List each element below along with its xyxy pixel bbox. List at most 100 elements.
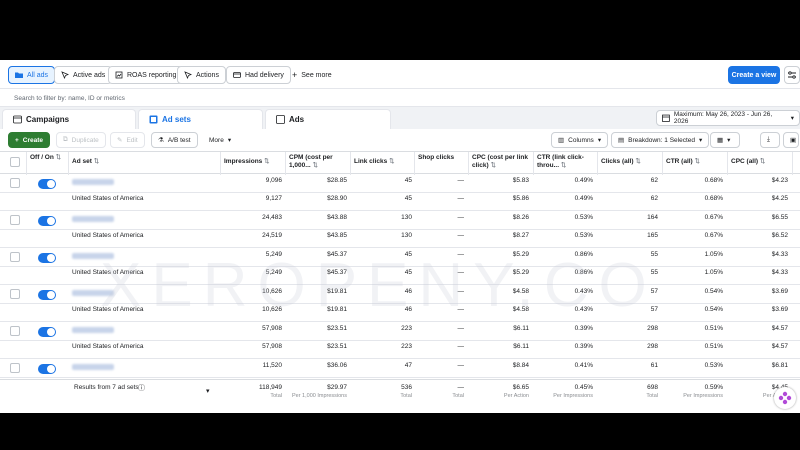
sort-icon: ⇅: [560, 162, 567, 169]
cell-shop-clicks: —: [457, 343, 465, 350]
chevron-down-icon: ▾: [597, 137, 602, 144]
col-ctr-all[interactable]: CTR (all) ⇅: [666, 158, 700, 165]
view-settings-button[interactable]: [784, 66, 800, 84]
col-off-on[interactable]: Off / On ⇅: [30, 154, 62, 161]
adset-toggle[interactable]: [38, 290, 56, 300]
cell-link-clicks: 223: [401, 343, 412, 350]
all-ads-label: All ads: [27, 71, 49, 79]
col-cpm[interactable]: CPM (cost per 1,000... ⇅: [289, 154, 333, 169]
table-row[interactable]: 24,483 $43.88 130 — $8.26 0.53% 164 0.67% $6.55: [0, 211, 800, 230]
row-checkbox[interactable]: [10, 215, 20, 225]
col-clicks-all[interactable]: Clicks (all) ⇅: [601, 158, 641, 165]
ab-test-button[interactable]: ⚗ A/B test: [151, 132, 198, 148]
breakdown-button[interactable]: ▤ Breakdown: 1 Selected ▾: [611, 132, 710, 148]
col-ad-set[interactable]: Ad set ⇅: [72, 158, 100, 165]
row-checkbox[interactable]: [10, 363, 20, 373]
duplicate-button[interactable]: ⧉ Duplicate: [56, 132, 106, 148]
ads-manager: All ads Active ads ROAS reporting Action…: [0, 60, 800, 413]
table-header: Off / On ⇅ Ad set ⇅ Impressions ⇅ CPM (c…: [0, 151, 800, 175]
cell-shop-clicks: —: [457, 269, 465, 276]
active-ads-button[interactable]: Active ads: [54, 66, 113, 84]
col-cpc-all[interactable]: CPC (all) ⇅: [731, 158, 766, 165]
breakdown-row[interactable]: United States of America 9,127 $28.90 45 — $5…: [0, 193, 800, 211]
ab-test-label: A/B test: [167, 136, 191, 144]
col-shop-clicks[interactable]: Shop clicks: [418, 154, 455, 161]
reports-icon: ▦: [717, 137, 724, 144]
cell-impressions: 57,908: [262, 325, 282, 332]
cell-clicks-all: 61: [650, 362, 658, 369]
tab-campaigns[interactable]: Campaigns: [2, 109, 136, 129]
date-range-picker[interactable]: Maximum: May 26, 2023 - Jun 26, 2026 ▾: [656, 110, 800, 126]
tab-ads[interactable]: Ads: [265, 109, 391, 129]
cell-impressions: 57,908: [262, 343, 282, 350]
table-row[interactable]: 57,908 $23.51 223 — $6.11 0.39% 298 0.51% $4.57: [0, 322, 800, 341]
adset-toggle[interactable]: [38, 327, 56, 337]
breakdown-row[interactable]: United States of America 10,626 $19.81 46 — $…: [0, 304, 800, 322]
actions-filter-button[interactable]: Actions: [177, 66, 226, 84]
all-ads-button[interactable]: All ads: [8, 66, 56, 84]
cell-impressions: 10,626: [262, 306, 282, 313]
create-view-button[interactable]: Create a view: [728, 66, 780, 84]
more-button[interactable]: More ▾: [203, 132, 238, 148]
edit-button[interactable]: ✎ Edit: [110, 132, 145, 148]
cell-ctr-link: 0.43%: [574, 288, 593, 295]
breakdown-row[interactable]: United States of America 5,249 $45.37 45 — $5…: [0, 267, 800, 285]
cell-link-clicks: 46: [404, 306, 412, 313]
col-link-clicks[interactable]: Link clicks ⇅: [354, 158, 395, 165]
breakdown-row[interactable]: United States of America 24,519 $43.85 130 —…: [0, 230, 800, 248]
adset-toggle[interactable]: [38, 253, 56, 263]
col-ctr-link[interactable]: CTR (link click-throu... ⇅: [537, 154, 584, 169]
export-button[interactable]: ⤓: [760, 132, 780, 148]
cell-clicks-all: 62: [650, 195, 658, 202]
cell-ctr-all: 1.05%: [704, 251, 723, 258]
had-delivery-button[interactable]: Had delivery: [226, 66, 291, 84]
search-input[interactable]: [14, 92, 314, 104]
results-label: Results from 7 ad sets: [74, 384, 139, 391]
adset-toggle[interactable]: [38, 364, 56, 374]
adset-name-redacted[interactable]: [72, 364, 114, 370]
chevron-down-icon[interactable]: ▾: [206, 388, 210, 395]
adset-name-redacted[interactable]: [72, 216, 114, 222]
cell-cpc: $5.29: [512, 251, 529, 258]
col-cpc[interactable]: CPC (cost per link click) ⇅: [472, 154, 528, 169]
create-button[interactable]: + Create: [8, 132, 51, 148]
breakdown-row[interactable]: United States of America 57,908 $23.51 223 —…: [0, 341, 800, 359]
footer-impressions: 118,949: [258, 384, 282, 391]
cell-cpc: $4.58: [512, 288, 529, 295]
row-checkbox[interactable]: [10, 326, 20, 336]
cell-impressions: 24,483: [262, 214, 282, 221]
breakdown-country: United States of America: [72, 306, 144, 313]
see-more-button[interactable]: + See more: [286, 66, 338, 84]
row-checkbox[interactable]: [10, 289, 20, 299]
adset-name-redacted[interactable]: [72, 253, 114, 259]
view-options-button[interactable]: ▣: [783, 132, 799, 148]
chevron-down-icon: ▾: [790, 115, 794, 122]
adset-toggle[interactable]: [38, 179, 56, 189]
table-row[interactable]: 5,249 $45.37 45 — $5.29 0.86% 55 1.05% $4.33: [0, 248, 800, 267]
table-row[interactable]: 9,096 $28.85 45 — $5.83 0.49% 62 0.68% $4.23: [0, 174, 800, 193]
adset-toggle[interactable]: [38, 216, 56, 226]
cell-ctr-link: 0.43%: [574, 306, 593, 313]
download-icon: ⤓: [767, 136, 770, 143]
adset-name-redacted[interactable]: [72, 327, 114, 333]
row-checkbox[interactable]: [10, 252, 20, 262]
roas-reporting-button[interactable]: ROAS reporting: [108, 66, 184, 84]
cell-ctr-link: 0.86%: [574, 251, 593, 258]
cell-cpm: $43.88: [327, 214, 347, 221]
cell-cpc: $5.29: [512, 269, 529, 276]
roas-reporting-label: ROAS reporting: [127, 71, 177, 79]
table-row[interactable]: 11,520 $36.06 47 — $8.84 0.41% 61 0.53% $6.81: [0, 359, 800, 378]
columns-button[interactable]: ▥ Columns ▾: [551, 132, 609, 148]
cell-cpm: $19.81: [327, 288, 347, 295]
pencil-icon: ✎: [117, 137, 123, 144]
table-row[interactable]: 10,626 $19.81 46 — $4.58 0.43% 57 0.54% $3.69: [0, 285, 800, 304]
adset-name-redacted[interactable]: [72, 290, 114, 296]
col-impressions[interactable]: Impressions ⇅: [224, 158, 270, 165]
adset-name-redacted[interactable]: [72, 179, 114, 185]
select-all-checkbox[interactable]: [10, 157, 20, 167]
reports-button[interactable]: ▦ ▾: [710, 132, 740, 148]
tab-ad-sets[interactable]: Ad sets: [138, 109, 263, 129]
info-icon[interactable]: ⓘ: [138, 385, 145, 392]
row-checkbox[interactable]: [10, 178, 20, 188]
cell-shop-clicks: —: [457, 288, 465, 295]
